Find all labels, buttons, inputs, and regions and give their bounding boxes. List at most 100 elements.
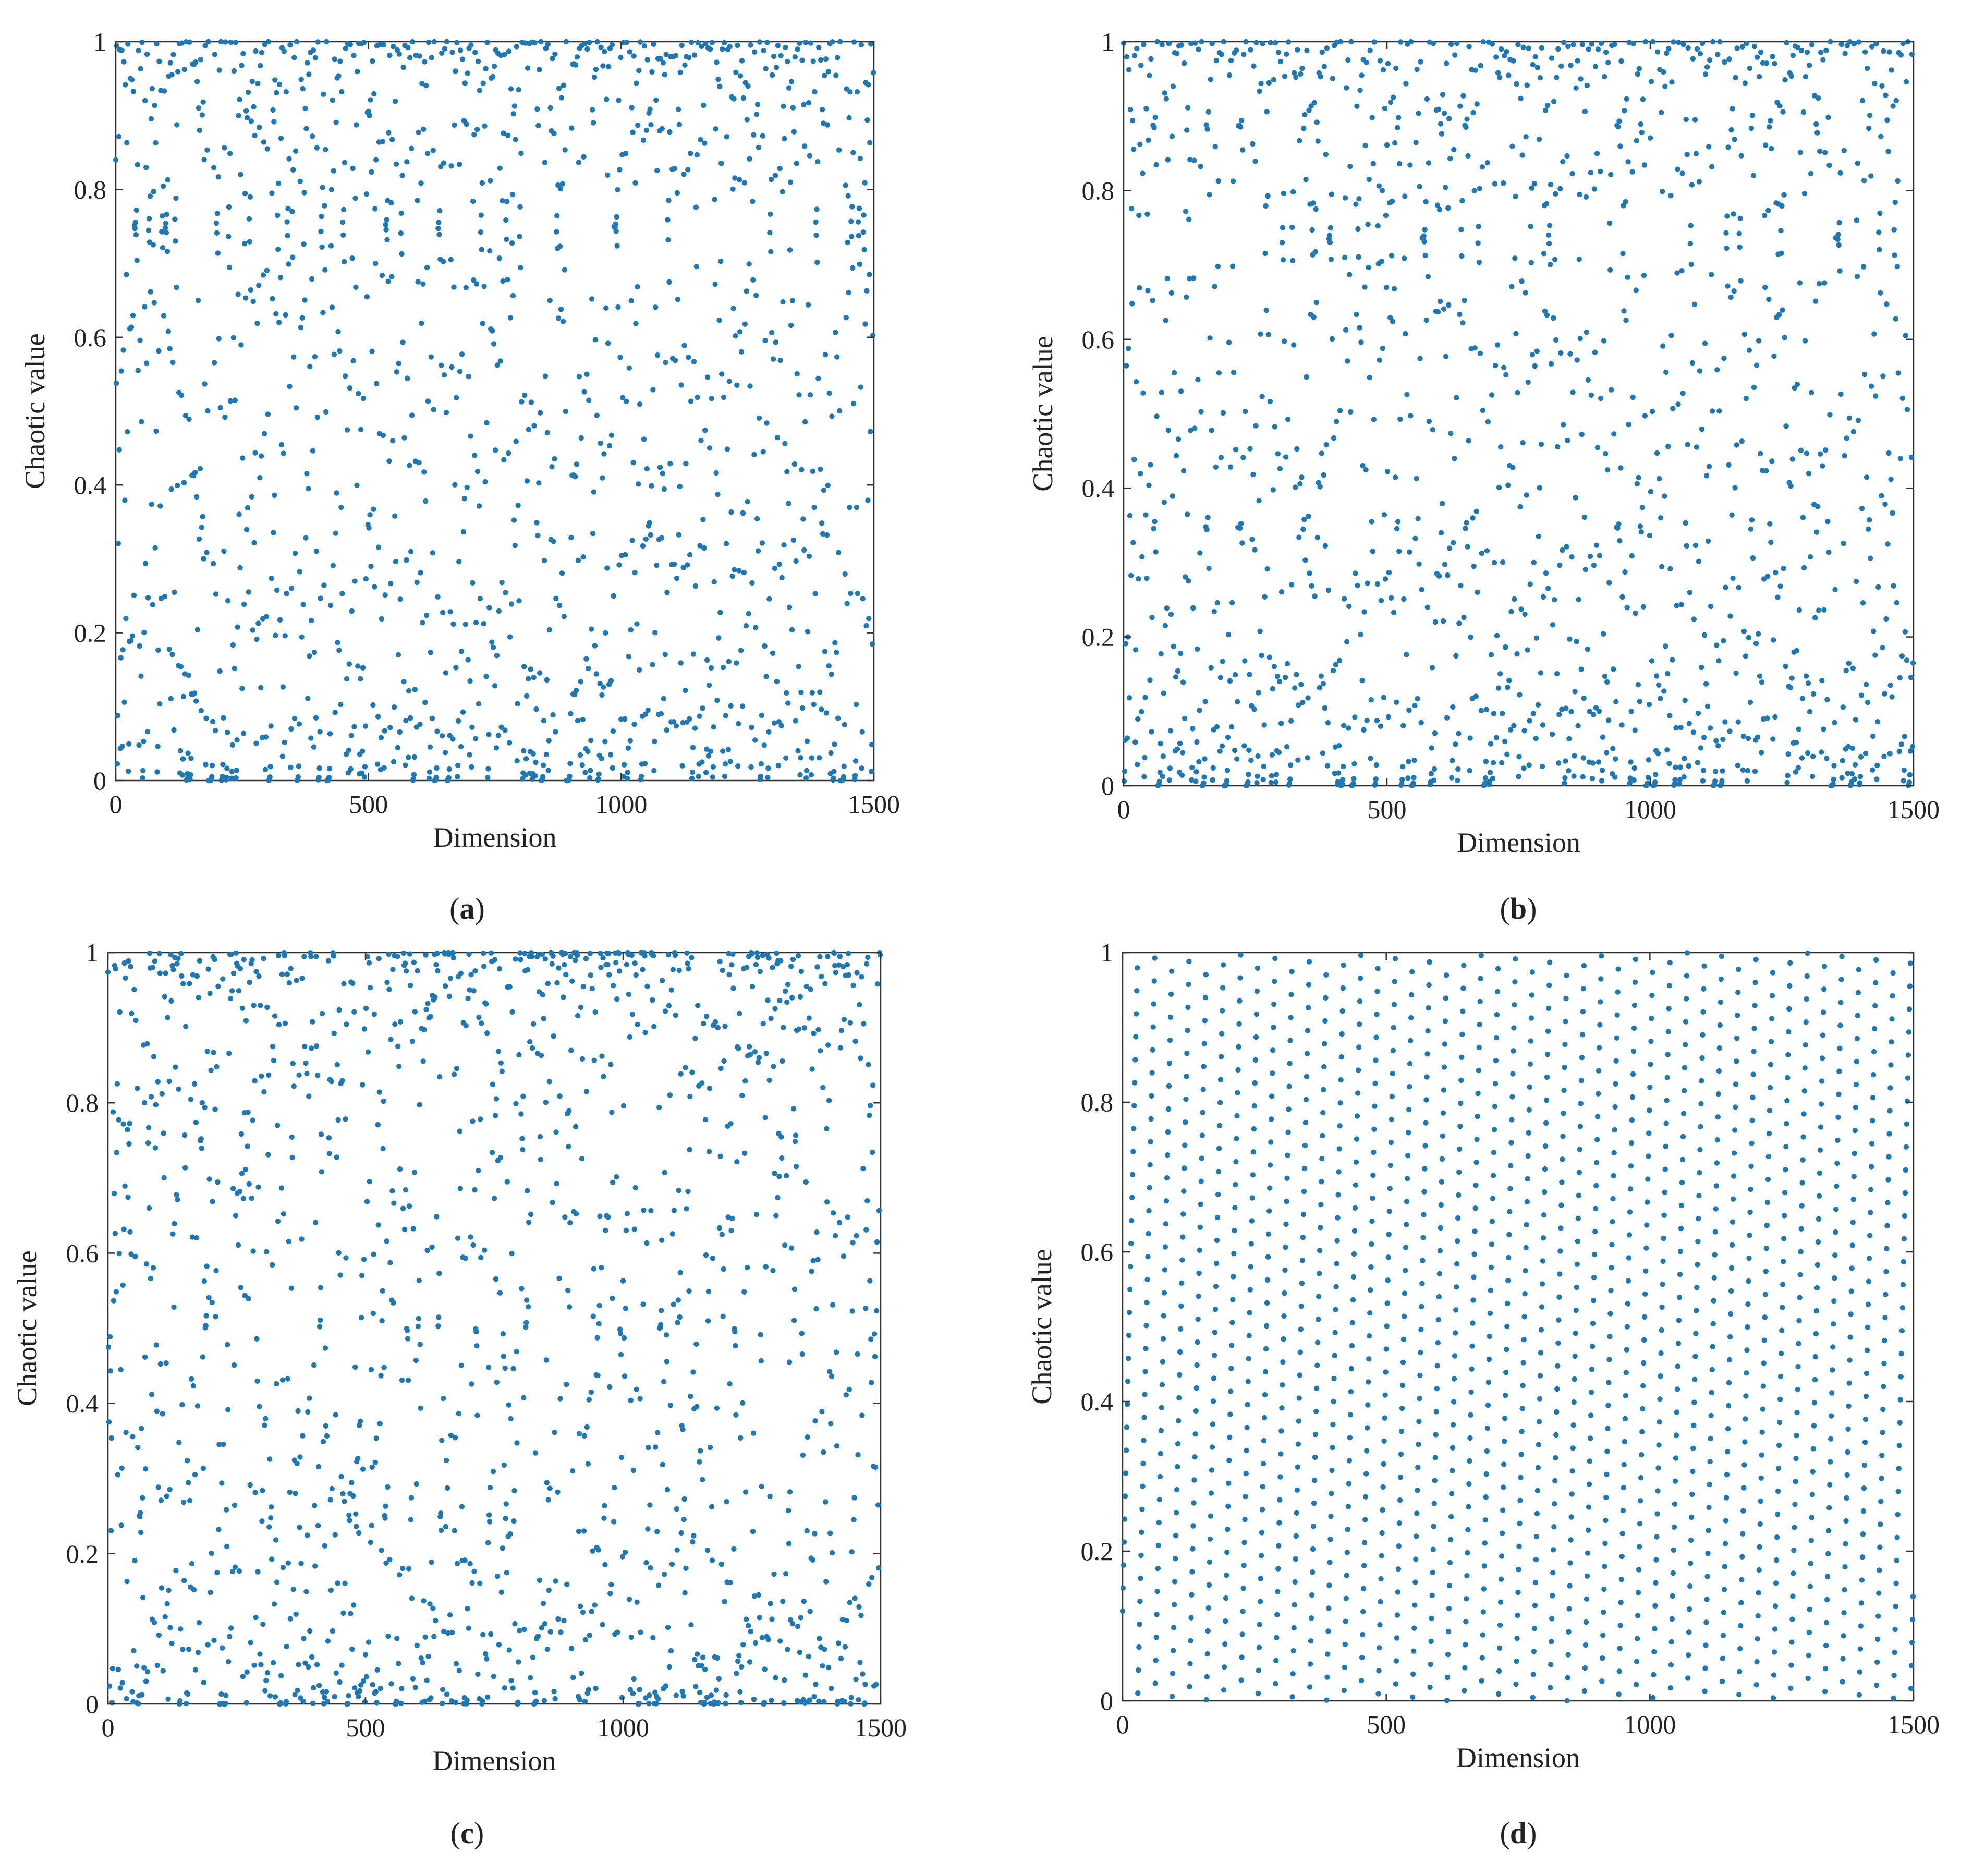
data-point <box>331 1030 337 1037</box>
data-point <box>1455 766 1461 772</box>
data-point <box>604 96 610 102</box>
data-point <box>1899 653 1905 659</box>
data-point <box>530 1021 537 1027</box>
data-point <box>1265 1254 1271 1260</box>
data-point <box>127 1120 132 1126</box>
data-point <box>679 42 685 48</box>
data-point <box>677 483 683 490</box>
data-point <box>515 503 521 508</box>
data-point <box>1171 370 1177 376</box>
data-point <box>797 994 803 1000</box>
data-point <box>1217 1100 1223 1105</box>
data-point <box>1772 60 1777 67</box>
data-point <box>1228 724 1235 730</box>
data-point <box>223 1701 228 1707</box>
data-point <box>311 1685 316 1691</box>
data-point <box>848 590 854 596</box>
data-point <box>864 1198 870 1204</box>
data-point <box>1826 549 1832 555</box>
data-point <box>426 775 432 782</box>
data-point <box>785 58 790 65</box>
data-point <box>1152 955 1158 961</box>
data-point <box>1276 1543 1282 1549</box>
data-point <box>170 52 176 57</box>
data-point <box>257 1404 262 1409</box>
data-point <box>1337 408 1343 413</box>
data-point <box>1344 639 1350 645</box>
data-point <box>761 47 766 54</box>
data-point <box>1306 513 1311 519</box>
data-point <box>1631 765 1637 771</box>
data-point <box>1282 74 1288 79</box>
data-point <box>1479 550 1484 556</box>
data-point <box>1496 484 1502 491</box>
data-point <box>1147 72 1152 78</box>
data-point <box>1758 750 1764 756</box>
data-point <box>840 964 846 970</box>
data-point <box>307 653 312 659</box>
data-point <box>360 1678 367 1684</box>
data-point <box>661 1379 667 1385</box>
data-point <box>566 1143 571 1150</box>
data-point <box>717 1153 723 1159</box>
data-point <box>418 570 423 576</box>
data-point <box>1464 116 1470 122</box>
data-point <box>1283 454 1289 460</box>
data-point <box>407 982 413 989</box>
data-point <box>617 1331 624 1336</box>
data-point <box>1284 1198 1289 1204</box>
data-point <box>1164 1175 1170 1181</box>
data-point <box>747 383 753 389</box>
data-point <box>1854 217 1860 223</box>
data-point <box>506 740 513 746</box>
data-point <box>1174 51 1180 56</box>
data-point <box>506 1402 511 1408</box>
data-point <box>1148 462 1153 468</box>
data-point <box>250 1117 255 1123</box>
data-point <box>459 56 466 62</box>
data-point <box>126 958 131 964</box>
data-point <box>1572 689 1578 695</box>
data-point <box>640 543 646 549</box>
data-point <box>580 554 586 560</box>
data-point <box>1597 553 1603 559</box>
data-point <box>245 1110 251 1115</box>
data-point <box>348 733 354 738</box>
data-point <box>1510 465 1516 470</box>
data-point <box>1856 39 1862 45</box>
data-point <box>667 129 673 135</box>
data-point <box>1428 771 1434 777</box>
data-point <box>1426 160 1431 166</box>
data-point <box>1832 587 1838 593</box>
data-point <box>545 41 551 47</box>
data-point <box>120 1282 126 1288</box>
data-point <box>312 354 318 360</box>
data-point <box>1411 757 1417 763</box>
data-point <box>1426 419 1432 424</box>
data-point <box>263 734 269 740</box>
data-point <box>1124 1402 1130 1407</box>
data-point <box>214 1570 220 1576</box>
data-point <box>806 553 812 559</box>
data-point <box>1822 150 1828 155</box>
caption-close: ) <box>474 1816 484 1850</box>
data-point <box>590 530 596 537</box>
data-point <box>1301 1188 1307 1195</box>
data-point <box>124 1579 130 1585</box>
data-point <box>814 259 820 265</box>
data-point <box>1346 725 1351 731</box>
data-point <box>452 1528 458 1533</box>
data-point <box>1191 1500 1197 1506</box>
data-point <box>672 358 678 363</box>
data-point <box>296 1662 301 1667</box>
data-point <box>637 1396 643 1402</box>
data-point <box>553 1578 558 1584</box>
data-point <box>626 991 632 997</box>
data-point <box>1670 406 1676 411</box>
data-point <box>873 1682 879 1687</box>
data-point <box>537 1577 543 1583</box>
data-point <box>1548 361 1554 367</box>
data-point <box>1168 991 1174 997</box>
data-point <box>287 1489 293 1495</box>
data-point <box>166 647 172 652</box>
